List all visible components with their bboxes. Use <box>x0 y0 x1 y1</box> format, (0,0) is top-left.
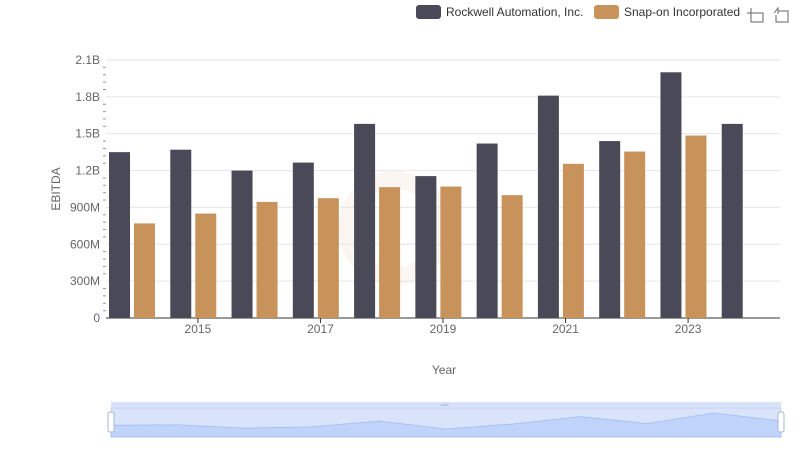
bar-rockwell-2021[interactable] <box>537 95 559 318</box>
y-tick-label: 0 <box>93 311 100 325</box>
x-tick-label: 2023 <box>675 322 702 336</box>
data-zoom-preview <box>110 412 782 438</box>
bar-snapon-2022[interactable] <box>624 151 646 318</box>
y-axis-title: EBITDA <box>49 167 63 210</box>
bar-rockwell-2014[interactable] <box>109 152 130 318</box>
y-tick-label: 900M <box>70 200 100 214</box>
x-axis: 2015 2017 2019 2021 2023 <box>185 318 702 336</box>
bar-snapon-2016[interactable] <box>256 201 278 318</box>
legend[interactable]: Rockwell Automation, Inc. Snap-on Incorp… <box>416 5 740 19</box>
bar-snapon-2014[interactable] <box>134 223 155 318</box>
bar-rockwell-2017[interactable] <box>292 162 314 318</box>
bar-snapon-2015[interactable] <box>195 213 217 318</box>
bar-rockwell-2018[interactable] <box>354 123 376 318</box>
y-tick-label: 300M <box>70 274 100 288</box>
x-tick-label: 2015 <box>185 322 212 336</box>
bar-snapon-2019[interactable] <box>440 186 462 318</box>
bar-rockwell-2016[interactable] <box>231 170 253 318</box>
legend-item-snapon[interactable]: Snap-on Incorporated <box>594 5 740 19</box>
bar-rockwell-2019[interactable] <box>415 176 437 318</box>
legend-label-rockwell: Rockwell Automation, Inc. <box>446 5 583 19</box>
legend-item-rockwell[interactable]: Rockwell Automation, Inc. <box>416 5 583 19</box>
x-tick-label: 2017 <box>307 322 334 336</box>
legend-swatch-snapon <box>594 5 619 19</box>
data-zoom-slider[interactable] <box>107 402 785 438</box>
bar-rockwell-2023[interactable] <box>660 72 682 319</box>
bars <box>109 72 743 319</box>
bar-snapon-2020[interactable] <box>501 195 523 318</box>
x-tick-label: 2019 <box>430 322 457 336</box>
bar-rockwell-2024[interactable] <box>721 123 743 318</box>
bar-snapon-2017[interactable] <box>317 198 339 318</box>
y-tick-label: 1.8B <box>75 90 100 104</box>
data-zoom-handle-right[interactable] <box>777 411 785 433</box>
bar-rockwell-2020[interactable] <box>476 143 498 318</box>
y-tick-label: 2.1B <box>75 53 100 67</box>
y-tick-label: 600M <box>70 237 100 251</box>
restore-icon[interactable] <box>773 6 789 23</box>
legend-label-snapon: Snap-on Incorporated <box>624 5 740 19</box>
bar-snapon-2021[interactable] <box>562 163 584 318</box>
data-zoom-move-handle[interactable] <box>441 404 449 406</box>
zoom-icon[interactable] <box>747 8 764 23</box>
bar-rockwell-2022[interactable] <box>599 141 621 318</box>
y-tick-label: 1.5B <box>75 127 100 141</box>
legend-swatch-rockwell <box>416 5 441 19</box>
y-axis: 0 300M 600M 900M 1.2B 1.5B 1.8B 2.1B <box>70 53 106 325</box>
x-axis-title: Year <box>432 363 456 377</box>
y-tick-label: 1.2B <box>75 164 100 178</box>
data-zoom-handle-left[interactable] <box>107 411 115 433</box>
data-zoom-selection[interactable] <box>111 408 781 437</box>
bar-snapon-2023[interactable] <box>685 135 707 318</box>
bar-snapon-2018[interactable] <box>379 187 401 318</box>
x-tick-label: 2021 <box>552 322 579 336</box>
bar-rockwell-2015[interactable] <box>170 149 192 318</box>
